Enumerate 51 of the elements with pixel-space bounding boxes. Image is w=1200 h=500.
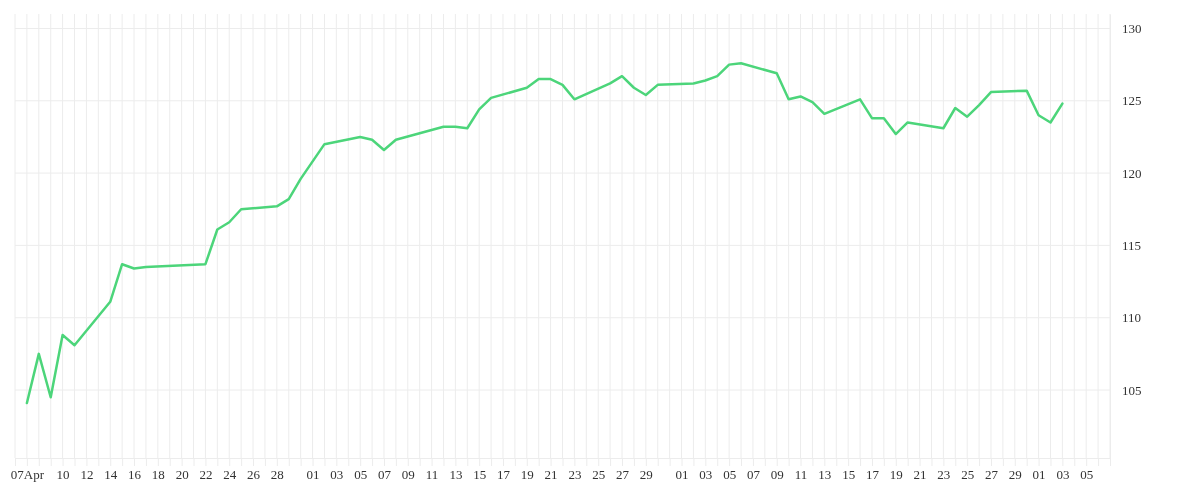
x-tick-label: 25 bbox=[961, 467, 975, 483]
y-tick-label: 130 bbox=[1122, 21, 1142, 37]
x-tick-label: 03 bbox=[330, 467, 344, 483]
x-tick-label: 13 bbox=[449, 467, 463, 483]
line-series bbox=[25, 61, 1064, 405]
x-tick-label: 10 bbox=[56, 467, 70, 483]
y-tick-label: 105 bbox=[1122, 382, 1142, 398]
x-tick-label: 07 bbox=[377, 467, 392, 483]
x-tick-label: 27 bbox=[984, 467, 999, 483]
x-tick-label: 20 bbox=[175, 467, 189, 483]
x-tick-label: 07 bbox=[746, 467, 761, 483]
x-tick-label: 17 bbox=[496, 467, 511, 483]
y-tick-label: 110 bbox=[1122, 310, 1142, 326]
x-tick-label: 19 bbox=[520, 467, 534, 483]
x-tick-label: 24 bbox=[223, 467, 237, 483]
x-tick-label: 15 bbox=[473, 467, 487, 483]
x-tick-label: 16 bbox=[128, 467, 142, 483]
x-tick-label: 12 bbox=[80, 467, 94, 483]
x-tick-label: 05 bbox=[354, 467, 368, 483]
x-tick-label: 29 bbox=[1008, 467, 1022, 483]
x-tick-label: 23 bbox=[568, 467, 582, 483]
x-tick-label: 09 bbox=[401, 467, 415, 483]
x-tick-label: 26 bbox=[247, 467, 261, 483]
x-tick-label: 01 bbox=[675, 467, 689, 483]
x-tick-label: 19 bbox=[889, 467, 903, 483]
x-tick-label: 17 bbox=[865, 467, 880, 483]
x-tick-label: 05 bbox=[1080, 467, 1094, 483]
y-tick-label: 115 bbox=[1122, 238, 1142, 254]
x-tick-label: 18 bbox=[151, 467, 165, 483]
x-tick-label: 14 bbox=[104, 467, 118, 483]
x-tick-label: 27 bbox=[616, 467, 630, 483]
x-tick-label: 21 bbox=[544, 467, 558, 483]
x-tick-label: 01 bbox=[1032, 467, 1046, 483]
x-tick-label: 07Apr bbox=[10, 467, 45, 483]
x-tick-label: 09 bbox=[770, 467, 784, 483]
x-tick-label: 23 bbox=[937, 467, 951, 483]
x-tick-label: 03 bbox=[1056, 467, 1070, 483]
x-tick-label: 01 bbox=[306, 467, 320, 483]
x-tick-label: 21 bbox=[913, 467, 927, 483]
x-tick-label: 25 bbox=[592, 467, 606, 483]
x-tick-label: 28 bbox=[270, 467, 284, 483]
y-tick-label: 120 bbox=[1122, 165, 1142, 181]
x-tick-label: 11 bbox=[425, 467, 439, 483]
x-tick-label: 05 bbox=[723, 467, 737, 483]
x-tick-label: 22 bbox=[199, 467, 213, 483]
y-tick-label: 125 bbox=[1122, 93, 1142, 109]
x-tick-label: 29 bbox=[639, 467, 653, 483]
x-tick-label: 13 bbox=[818, 467, 832, 483]
x-tick-label: 11 bbox=[794, 467, 808, 483]
x-tick-label: 15 bbox=[842, 467, 856, 483]
x-tick-label: 03 bbox=[699, 467, 713, 483]
